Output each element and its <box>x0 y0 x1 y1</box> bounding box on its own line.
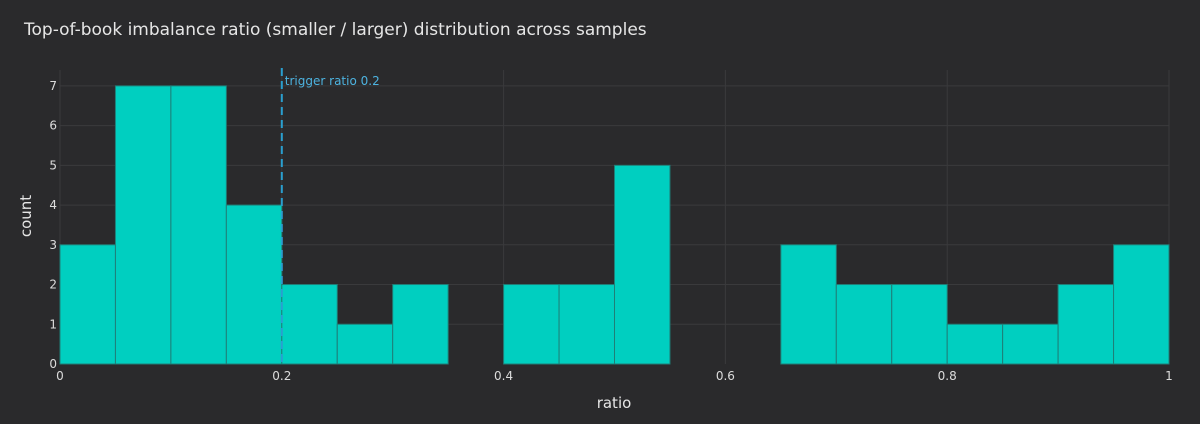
x-tick-label: 0.4 <box>494 369 513 383</box>
bars-layer <box>59 85 1170 365</box>
histogram-bar <box>392 284 449 365</box>
histogram-bar <box>891 284 948 365</box>
histogram-bar <box>835 284 893 365</box>
histogram-bar <box>614 164 671 365</box>
histogram-bar <box>1113 244 1170 365</box>
x-tick-label: 0.8 <box>938 369 957 383</box>
y-axis-title: count <box>17 195 35 237</box>
y-tick-label: 4 <box>49 198 57 212</box>
histogram-bar <box>170 85 227 365</box>
x-tick-label: 0.6 <box>716 369 735 383</box>
histogram-bar <box>225 204 283 365</box>
y-tick-label: 5 <box>49 158 57 172</box>
histogram-bar <box>946 323 1004 365</box>
x-axis-title: ratio <box>597 394 632 412</box>
tick-layer: 0 1 2 3 4 5 6 7 0 0.2 0.4 0.6 0.8 1 <box>49 79 1172 383</box>
histogram-bar <box>1002 323 1059 365</box>
y-tick-label: 6 <box>49 119 57 133</box>
x-tick-label: 0 <box>56 369 64 383</box>
histogram-bar <box>59 244 116 365</box>
y-tick-label: 2 <box>49 278 57 292</box>
trigger-threshold-label: trigger ratio 0.2 <box>285 74 380 88</box>
histogram-bar <box>503 284 560 365</box>
x-tick-label: 1 <box>1165 369 1173 383</box>
histogram-bar <box>1057 284 1115 365</box>
histogram-bar <box>281 284 338 365</box>
histogram-bar <box>558 284 615 365</box>
histogram-bar <box>114 85 172 365</box>
histogram-bar <box>336 323 394 365</box>
x-tick-label: 0.2 <box>272 369 291 383</box>
annotation-layer: trigger ratio 0.2 <box>280 68 380 364</box>
chart-title: Top-of-book imbalance ratio (smaller / l… <box>23 20 647 40</box>
y-tick-label: 7 <box>49 79 57 93</box>
y-tick-label: 0 <box>49 357 57 371</box>
y-tick-label: 1 <box>49 317 57 331</box>
y-tick-label: 3 <box>49 238 57 252</box>
histogram-bar <box>780 244 837 365</box>
